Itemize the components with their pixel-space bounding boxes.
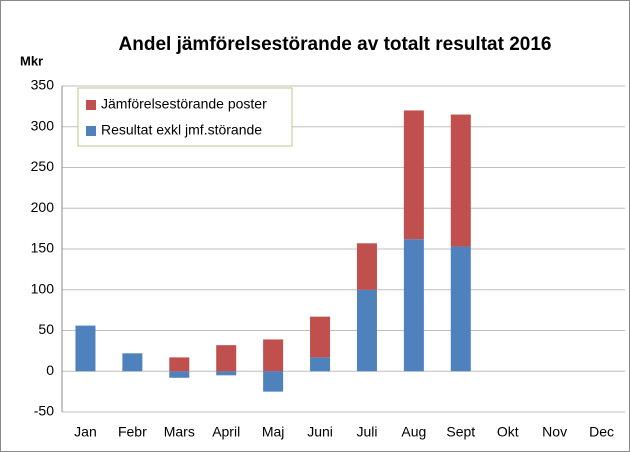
bar [263, 371, 284, 392]
bar [356, 289, 377, 372]
x-tick-label: Sept [446, 424, 475, 440]
legend-swatch [86, 126, 96, 136]
y-tick-label: 150 [31, 240, 55, 256]
x-tick-label: Nov [542, 424, 567, 440]
bar [169, 371, 190, 378]
bar [403, 239, 424, 372]
bar [75, 325, 96, 372]
y-tick-label: 200 [31, 199, 55, 215]
x-tick-label: Jan [74, 424, 97, 440]
x-tick-label: Febr [118, 424, 147, 440]
y-tick-label: 50 [38, 321, 54, 337]
legend-box [77, 87, 293, 147]
y-axis-label: Mkr [20, 53, 43, 68]
y-tick-label: 100 [31, 280, 55, 296]
legend-label: Jämförelsestörande poster [101, 96, 267, 112]
x-tick-label: Dec [589, 424, 614, 440]
bar [263, 339, 284, 372]
chart-title: Andel jämförelsestörande av totalt resul… [119, 34, 552, 55]
y-tick-label: -50 [34, 403, 54, 419]
bar [403, 110, 424, 240]
y-tick-label: 300 [31, 117, 55, 133]
x-tick-label: Maj [262, 424, 285, 440]
x-tick-label: Okt [497, 424, 519, 440]
legend-label: Resultat exkl jmf.störande [101, 122, 262, 138]
x-tick-label: Juni [307, 424, 333, 440]
x-tick-label: April [212, 424, 240, 440]
bar [310, 316, 331, 358]
bar [169, 357, 190, 372]
bar [122, 353, 143, 372]
bar [216, 345, 237, 372]
bar [450, 246, 471, 372]
x-tick-label: Mars [164, 424, 195, 440]
bar [216, 371, 237, 376]
bar [356, 243, 377, 290]
x-tick-label: Aug [401, 424, 426, 440]
x-tick-label: Juli [356, 424, 377, 440]
y-tick-label: 0 [46, 362, 54, 378]
y-tick-label: 250 [31, 158, 55, 174]
legend-swatch [86, 100, 96, 110]
bar [310, 357, 331, 372]
bar [450, 114, 471, 247]
y-tick-label: 350 [31, 77, 55, 93]
